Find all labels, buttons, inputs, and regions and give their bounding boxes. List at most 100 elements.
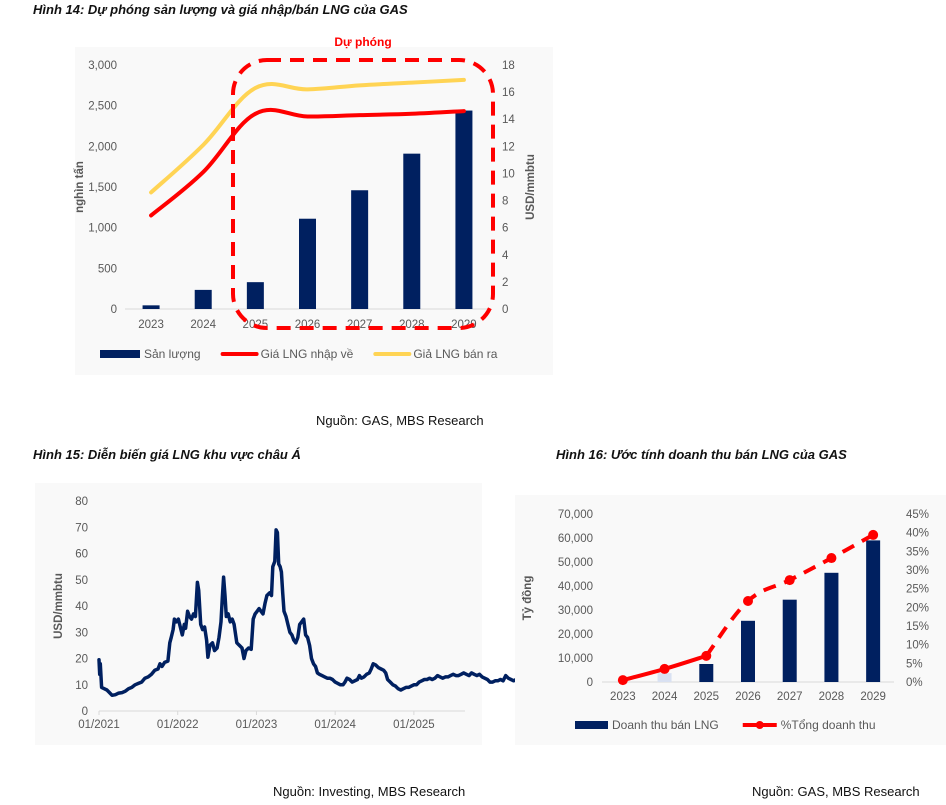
y2-tick-label: 12	[502, 141, 515, 153]
legend-swatch-pct-marker	[755, 721, 764, 729]
x-tick-label: 2023	[610, 691, 636, 703]
figure-14-title: Hình 14: Dự phóng sản lượng và giá nhập/…	[33, 2, 408, 17]
marker-pct-total-revenue	[617, 675, 628, 686]
y2-tick-label: 5%	[906, 658, 923, 670]
y2-tick-label: 4	[502, 250, 509, 262]
y2-tick-label: 0	[502, 304, 508, 316]
y-tick-label: 3,000	[88, 60, 117, 72]
y-tick-label: 50	[75, 575, 88, 587]
figure-16-source: Nguồn: GAS, MBS Research	[752, 784, 920, 799]
y2-tick-label: 16	[502, 87, 515, 99]
y-tick-label: 60	[75, 549, 88, 561]
marker-pct-total-revenue	[868, 529, 879, 540]
x-tick-label: 01/2022	[157, 719, 199, 731]
y-tick-label: 40	[75, 601, 88, 613]
figure-15-source: Nguồn: Investing, MBS Research	[273, 784, 466, 799]
bar-doanh-thu	[741, 620, 755, 682]
legend-swatch-san-luong	[100, 350, 140, 358]
x-tick-label: 01/2025	[393, 719, 435, 731]
line-lng-asia-price	[97, 528, 521, 698]
y2-tick-label: 6	[502, 223, 508, 235]
bar-san-luong	[299, 218, 316, 309]
y-axis-title: nghìn tấn	[74, 161, 86, 213]
legend-label-gia-ban-ra: Giả LNG bán ra	[413, 347, 497, 361]
y2-tick-label: 2	[502, 277, 508, 289]
line-gia-nhap-ve	[149, 107, 466, 218]
figure-15-title: Hình 15: Diễn biến giá LNG khu vực châu …	[33, 447, 301, 462]
x-tick-label: 2023	[138, 319, 164, 331]
legend-label-gia-nhap-ve: Giá LNG nhập về	[261, 347, 354, 361]
bar-doanh-thu	[782, 599, 797, 682]
y2-tick-label: 20%	[906, 602, 929, 614]
y-tick-label: 30	[75, 627, 88, 639]
y2-axis-title: USD/mmbtu	[525, 154, 537, 220]
marker-pct-total-revenue	[826, 553, 837, 564]
y-tick-label: 80	[75, 496, 88, 508]
x-tick-label: 2025	[693, 691, 719, 703]
marker-pct-total-revenue	[784, 575, 795, 586]
y2-tick-label: 10	[502, 168, 515, 180]
x-tick-label: 01/2023	[236, 719, 278, 731]
y-tick-label: 30,000	[558, 605, 593, 617]
y2-tick-label: 14	[502, 114, 515, 126]
y2-tick-label: 0%	[906, 677, 923, 689]
marker-pct-total-revenue	[701, 650, 712, 661]
x-tick-label: 2029	[860, 691, 886, 703]
y-tick-label: 0	[82, 706, 88, 718]
legend-label-san-luong: Sản lượng	[144, 347, 201, 361]
y-tick-label: 60,000	[558, 533, 593, 545]
y-axis-title: Tỷ đồng	[522, 576, 534, 621]
bar-doanh-thu	[824, 572, 839, 682]
marker-pct-total-revenue	[743, 595, 753, 606]
bar-san-luong	[403, 153, 421, 309]
y-tick-label: 0	[587, 677, 593, 689]
y-tick-label: 1,000	[88, 223, 117, 235]
y2-tick-label: 18	[502, 60, 515, 72]
y-tick-label: 20,000	[558, 629, 593, 641]
y-tick-label: 2,000	[88, 141, 117, 153]
bar-san-luong	[142, 305, 160, 309]
y2-tick-label: 30%	[906, 565, 929, 577]
y2-tick-label: 15%	[906, 621, 929, 633]
y-tick-label: 50,000	[558, 557, 593, 569]
x-tick-label: 2024	[190, 319, 216, 331]
forecast-highlight-box	[231, 58, 495, 330]
bar-doanh-thu	[699, 664, 714, 682]
x-tick-label: 2024	[652, 691, 678, 703]
x-tick-label: 01/2024	[314, 719, 356, 731]
bar-doanh-thu	[866, 540, 881, 682]
y2-tick-label: 40%	[906, 528, 929, 540]
y2-tick-label: 25%	[906, 584, 929, 596]
y-tick-label: 20	[75, 654, 88, 666]
figure-14-source: Nguồn: GAS, MBS Research	[316, 413, 484, 428]
y2-tick-label: 10%	[906, 640, 929, 652]
marker-pct-total-revenue	[659, 663, 670, 674]
x-tick-label: 2027	[777, 691, 803, 703]
forecast-annotation: Dự phóng	[334, 35, 391, 49]
y-tick-label: 500	[98, 263, 117, 275]
y-tick-label: 70	[75, 522, 88, 534]
bar-san-luong	[246, 282, 264, 309]
legend-label-doanh-thu: Doanh thu bán LNG	[612, 718, 719, 732]
legend-swatch-doanh-thu	[575, 721, 608, 729]
legend-label-pct: %Tổng doanh thu	[781, 718, 876, 732]
bar-doanh-thu	[657, 673, 672, 682]
y2-tick-label: 35%	[906, 546, 929, 558]
y-tick-label: 10,000	[558, 653, 593, 665]
y2-tick-label: 8	[502, 196, 508, 208]
bar-san-luong	[351, 190, 369, 309]
x-tick-label: 01/2021	[78, 719, 120, 731]
y-axis-title: USD/mmbtu	[53, 573, 65, 639]
y-tick-label: 10	[75, 680, 88, 692]
y-tick-label: 40,000	[558, 581, 593, 593]
y2-tick-label: 45%	[906, 509, 929, 521]
y-tick-label: 1,500	[88, 182, 117, 194]
bar-san-luong	[194, 289, 212, 309]
y-tick-label: 70,000	[558, 509, 593, 521]
x-tick-label: 2026	[735, 691, 761, 703]
figure-16-title: Hình 16: Ước tính doanh thu bán LNG của …	[556, 447, 847, 462]
y-tick-label: 2,500	[88, 101, 117, 113]
